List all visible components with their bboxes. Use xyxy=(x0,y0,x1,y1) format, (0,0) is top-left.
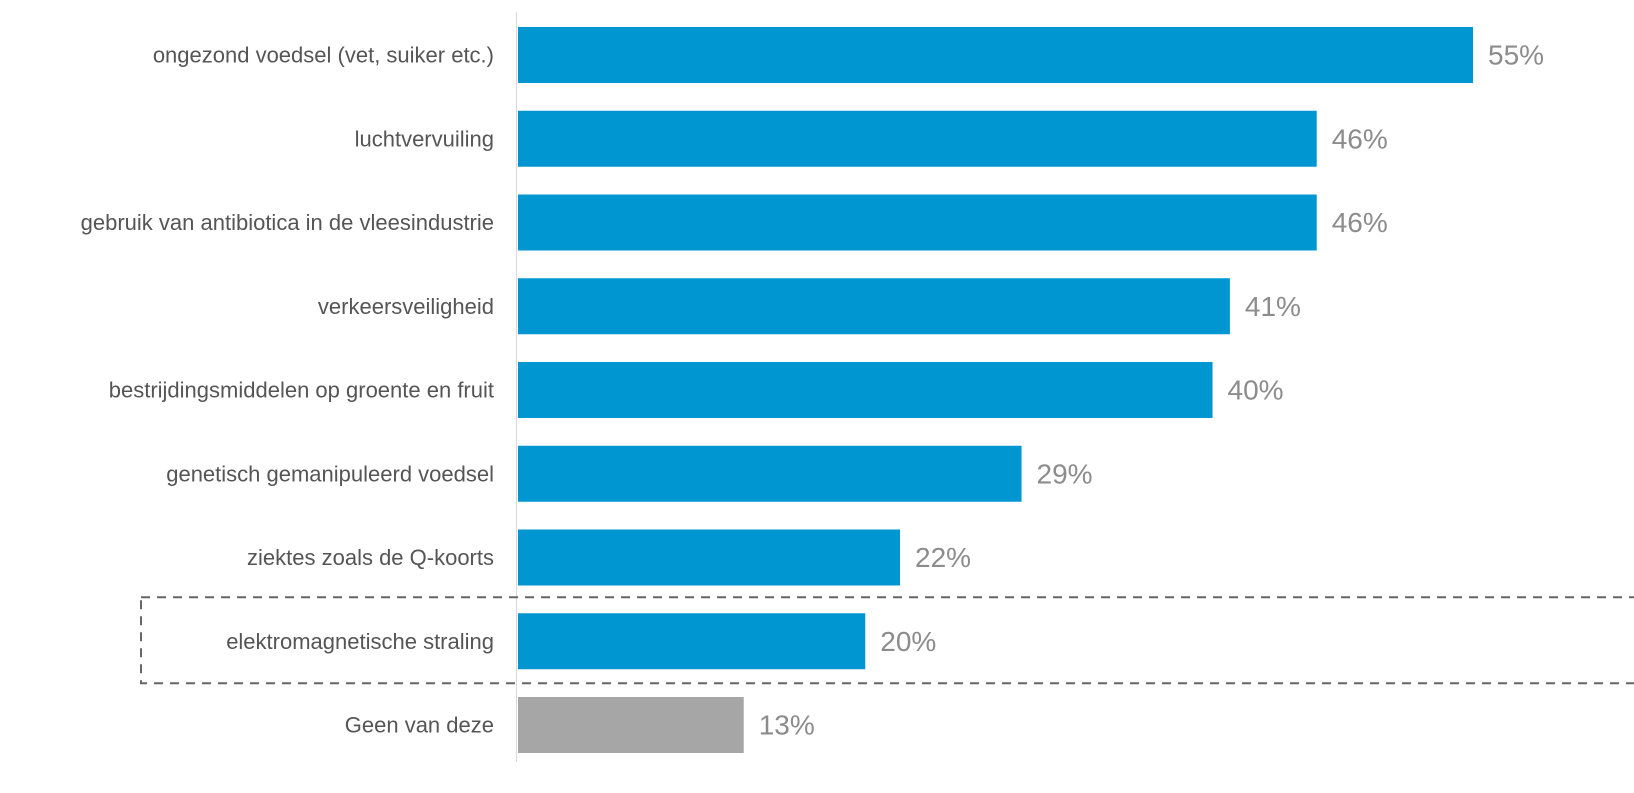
value-label: 46% xyxy=(1332,207,1388,238)
category-label: gebruik van antibiotica in de vleesindus… xyxy=(81,210,494,235)
category-label: verkeersveiligheid xyxy=(318,294,494,319)
category-label: bestrijdingsmiddelen op groente en fruit xyxy=(109,378,494,403)
value-label: 41% xyxy=(1245,291,1301,322)
value-label: 40% xyxy=(1228,375,1284,406)
bar-ongezond-voedsel-vet-suiker-etc xyxy=(518,27,1473,83)
category-label: Geen van deze xyxy=(345,713,494,738)
category-label: genetisch gemanipuleerd voedsel xyxy=(166,461,494,486)
category-label: elektromagnetische straling xyxy=(226,629,494,654)
bar-elektromagnetische-straling xyxy=(518,613,866,670)
value-label: 13% xyxy=(759,710,815,741)
bar-luchtvervuiling xyxy=(518,110,1317,167)
value-label: 20% xyxy=(880,626,936,657)
category-label: ongezond voedsel (vet, suiker etc.) xyxy=(153,43,494,68)
bar-bestrijdingsmiddelen-op-groente-en-fruit xyxy=(518,362,1213,418)
value-label: 29% xyxy=(1037,458,1093,489)
highlight-box xyxy=(140,596,1634,685)
category-label: luchtvervuiling xyxy=(355,126,494,151)
category-label: ziektes zoals de Q-koorts xyxy=(247,545,494,570)
category-labels-group: ongezond voedsel (vet, suiker etc.) lucht… xyxy=(81,43,494,738)
bar-genetisch-gemanipuleerd-voedsel xyxy=(518,445,1022,502)
bar-geen-van-deze xyxy=(518,697,744,753)
value-label: 55% xyxy=(1488,40,1544,71)
bars-group xyxy=(518,27,1473,753)
value-labels-group: 55% 46% 46% 41% 40% 29% 22% 20% 13% xyxy=(759,40,1544,741)
bar-gebruik-van-antibiotica-in-de-vleesindustrie xyxy=(518,194,1317,251)
value-label: 22% xyxy=(915,542,971,573)
bar-verkeersveiligheid xyxy=(518,278,1230,335)
bar-ziektes-zoals-de-q-koorts xyxy=(518,529,900,586)
value-label: 46% xyxy=(1332,123,1388,154)
